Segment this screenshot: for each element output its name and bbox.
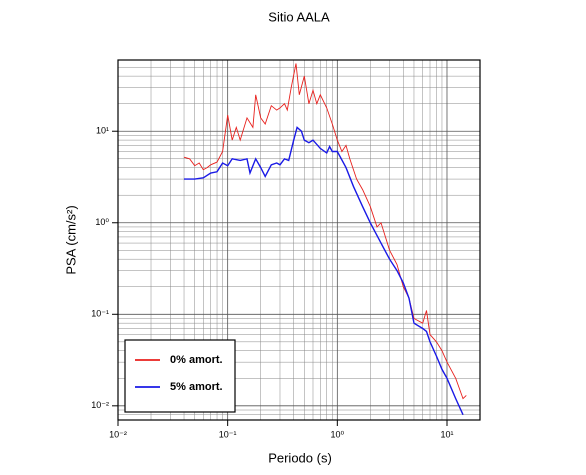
y-tick-label: 10⁰ (95, 217, 109, 227)
x-tick-label: 10⁻² (109, 429, 127, 439)
legend-label: 5% amort. (170, 381, 223, 393)
plot-frame (117, 59, 481, 421)
x-tick-label: 10⁻¹ (219, 429, 237, 439)
y-tick-label: 10¹ (96, 126, 109, 136)
x-tick-label: 10¹ (440, 429, 453, 439)
y-tick-label: 10⁻² (91, 400, 109, 410)
legend-box (124, 339, 236, 413)
x-tick-label: 10⁰ (331, 429, 345, 439)
chart-title: Sitio AALA (268, 9, 330, 24)
legend-label: 0% amort. (170, 354, 223, 366)
line-series (183, 63, 467, 400)
line-series (184, 126, 464, 415)
y-axis-label: PSA (cm/s²) (63, 205, 78, 274)
x-axis-label: Periodo (s) (268, 450, 332, 465)
y-tick-label: 10⁻¹ (91, 309, 109, 319)
